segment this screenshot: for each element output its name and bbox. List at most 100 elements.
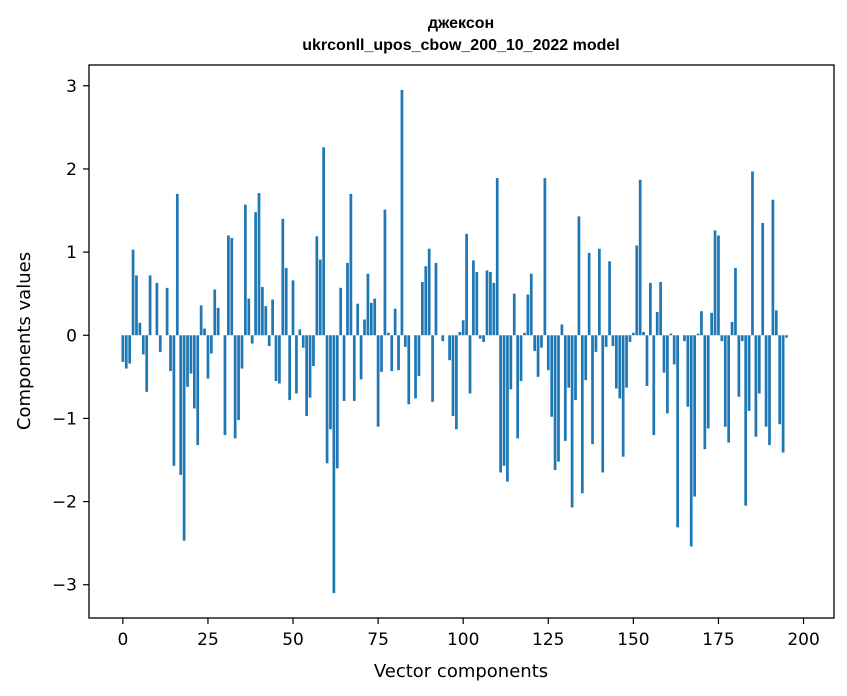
bar — [734, 267, 737, 336]
bar — [509, 335, 513, 390]
bar — [145, 335, 149, 392]
bar — [155, 282, 159, 336]
y-tick-label: −3 — [52, 576, 77, 596]
bar — [754, 335, 758, 437]
bar — [237, 335, 240, 421]
y-tick-label: 3 — [66, 77, 77, 97]
y-axis-ticks: 3 2 1 0 −1 −2 −3 — [52, 77, 89, 596]
bar — [546, 335, 550, 371]
bar — [206, 335, 210, 379]
bar — [441, 335, 445, 342]
bar — [339, 287, 343, 336]
bar — [747, 335, 751, 411]
bar — [764, 335, 768, 427]
x-tick-label: 150 — [617, 630, 649, 650]
y-tick-label: −2 — [52, 493, 77, 513]
bar — [403, 335, 407, 347]
bar — [608, 261, 611, 336]
bar — [666, 335, 669, 414]
bar — [383, 209, 387, 336]
bar — [611, 335, 615, 347]
bar — [455, 335, 458, 430]
bar — [124, 335, 128, 369]
bar — [216, 307, 220, 336]
bar — [526, 294, 530, 336]
bar — [761, 223, 765, 336]
bar — [363, 319, 366, 336]
bar — [390, 335, 394, 372]
y-tick-label: −1 — [52, 409, 77, 429]
y-axis-label: Components values — [14, 252, 35, 430]
bar — [308, 335, 312, 398]
bar — [254, 212, 257, 336]
y-tick-label: 0 — [66, 326, 77, 346]
bar — [536, 335, 540, 377]
bar — [349, 193, 353, 336]
bar — [291, 280, 295, 336]
bar — [632, 332, 635, 336]
chart-title: джексон — [428, 15, 494, 32]
bar — [192, 335, 196, 409]
bar — [346, 262, 349, 336]
bar — [686, 335, 690, 407]
bar — [785, 335, 788, 338]
bar — [366, 273, 370, 336]
bar — [482, 335, 485, 342]
bar — [141, 335, 145, 355]
bar — [557, 335, 560, 462]
bar — [506, 335, 509, 482]
bar — [332, 335, 336, 594]
bar — [312, 335, 315, 367]
x-tick-label: 100 — [447, 630, 479, 650]
bar — [540, 335, 543, 348]
bar — [305, 335, 308, 416]
x-tick-label: 25 — [197, 630, 219, 650]
bar — [451, 335, 455, 416]
bar — [196, 335, 200, 446]
bar — [189, 335, 193, 374]
bar — [281, 218, 285, 336]
bar — [778, 335, 782, 425]
bar — [414, 335, 417, 399]
bar — [563, 335, 567, 441]
y-tick-label: 1 — [66, 243, 77, 263]
bar — [543, 178, 547, 336]
bar — [247, 298, 251, 336]
bar — [706, 335, 710, 429]
bar — [740, 335, 744, 342]
bar — [519, 335, 523, 381]
bar — [233, 335, 237, 439]
bar — [560, 324, 564, 336]
bar — [158, 335, 162, 352]
bar — [628, 335, 632, 342]
bar — [478, 335, 482, 339]
bar — [434, 262, 438, 336]
bar — [417, 335, 421, 377]
bar — [325, 335, 329, 464]
bar — [751, 171, 754, 336]
bar — [315, 236, 319, 336]
bar — [713, 230, 717, 336]
bar — [672, 335, 676, 365]
plot-area-frame — [88, 64, 835, 619]
bar — [683, 335, 686, 342]
bar — [492, 282, 496, 336]
bar — [131, 249, 135, 336]
bar — [635, 245, 639, 336]
bar — [458, 331, 462, 336]
bar — [427, 248, 431, 336]
bar — [359, 335, 363, 380]
bar — [475, 272, 479, 336]
bar — [223, 335, 227, 436]
bar — [322, 147, 326, 336]
bar — [597, 248, 601, 336]
bar — [165, 287, 169, 336]
bar — [424, 266, 428, 336]
bars-layer — [121, 89, 788, 594]
bar — [717, 235, 720, 336]
bar — [386, 332, 390, 336]
bar — [284, 267, 288, 336]
bar — [587, 252, 591, 336]
bar — [614, 335, 618, 389]
bar — [230, 237, 234, 336]
